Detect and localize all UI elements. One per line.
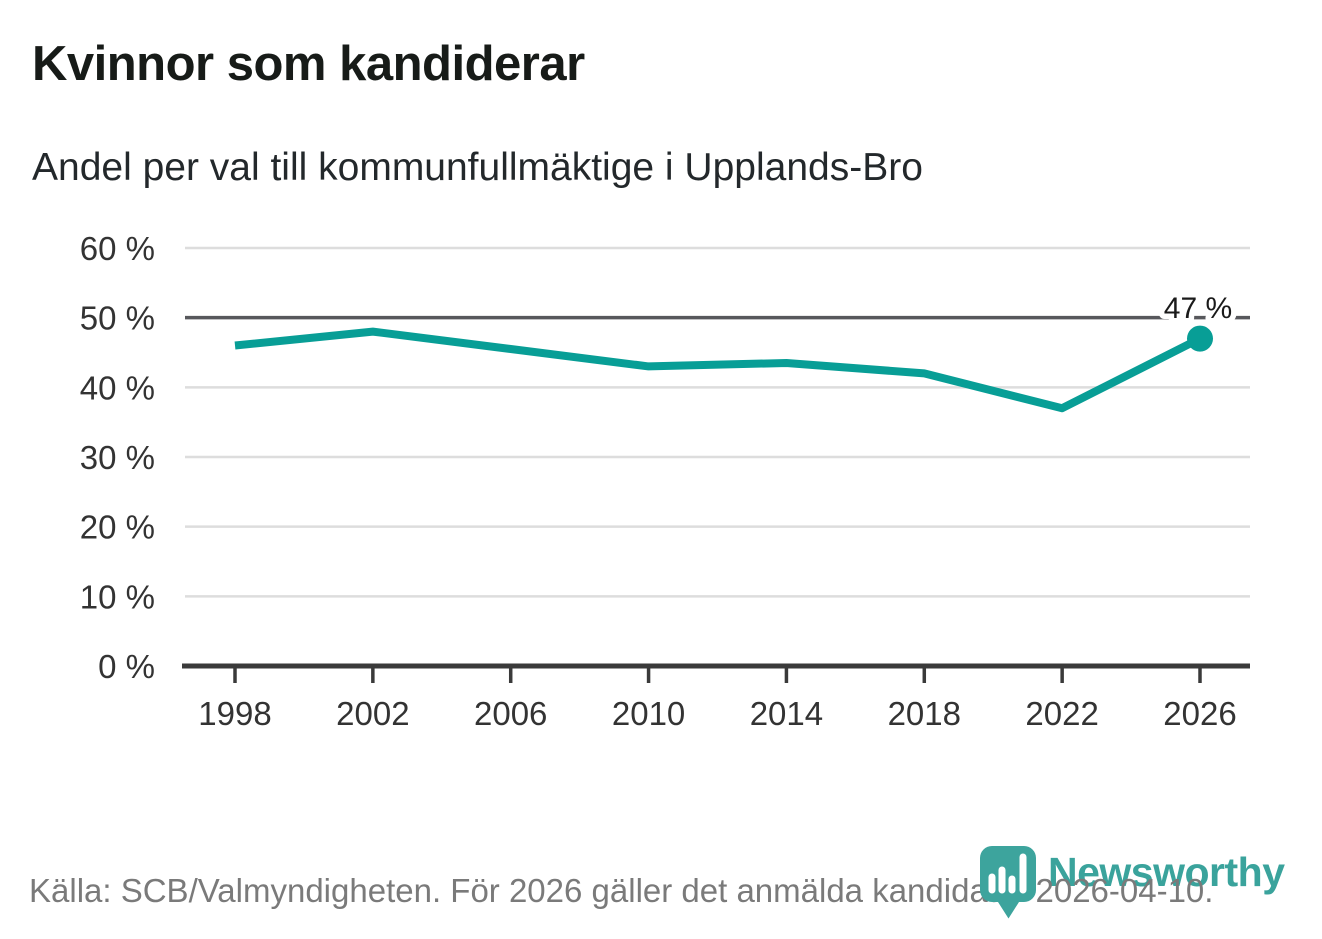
last-point-value-label: 47 % (1164, 292, 1232, 325)
svg-text:1998: 1998 (198, 695, 271, 732)
svg-text:50 %: 50 % (80, 300, 155, 337)
svg-text:2026: 2026 (1163, 695, 1236, 732)
svg-text:10 %: 10 % (80, 578, 155, 615)
last-point-marker (1187, 325, 1213, 352)
pin-bubble-shape (980, 846, 1036, 919)
svg-text:2010: 2010 (612, 695, 685, 732)
newsworthy-pin-chart-icon (980, 846, 1036, 919)
gridlines (185, 246, 1250, 598)
data-series-line (234, 327, 1202, 413)
newsworthy-wordmark: Newsworthy (1048, 849, 1285, 895)
svg-text:2018: 2018 (888, 695, 961, 732)
svg-text:2002: 2002 (336, 695, 409, 732)
y-axis-labels: 0 % 10 % 20 % 30 % 40 % 50 % 60 % (80, 230, 155, 685)
svg-text:2022: 2022 (1025, 695, 1098, 732)
svg-text:30 %: 30 % (80, 439, 155, 476)
svg-text:40 %: 40 % (80, 369, 155, 406)
svg-text:2014: 2014 (750, 695, 823, 732)
x-axis: 1998 2002 2006 2010 2014 2018 2022 2026 (182, 663, 1250, 732)
svg-text:20 %: 20 % (80, 509, 155, 546)
svg-text:0 %: 0 % (98, 648, 155, 685)
chart-subtitle: Andel per val till kommunfullmäktige i U… (32, 146, 923, 189)
chart-title: Kvinnor som kandiderar (32, 37, 585, 91)
svg-text:2006: 2006 (474, 695, 547, 732)
svg-text:60 %: 60 % (80, 230, 155, 267)
